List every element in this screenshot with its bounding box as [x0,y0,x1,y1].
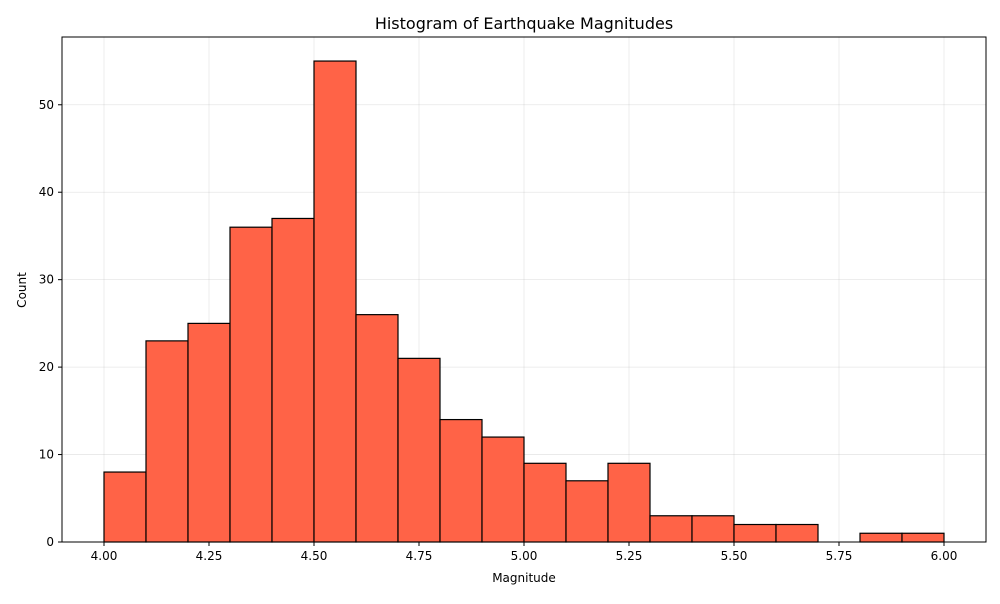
histogram-bar [145,340,189,543]
x-axis-label: Magnitude [492,571,556,585]
y-tick-label: 40 [39,185,54,199]
histogram-bar [565,480,609,543]
histogram-bar [607,462,651,543]
x-axis-ticks: 4.00 4.25 4.50 4.75 5.00 5.25 5.50 5.75 6.00 [91,542,958,563]
x-tick-label: 5.75 [826,549,853,563]
histogram-bar [439,418,483,543]
histogram-bar [901,532,945,543]
x-tick-label: 5.50 [721,549,748,563]
x-tick-label: 4.50 [301,549,328,563]
x-tick-label: 4.75 [406,549,433,563]
histogram-bar [355,314,399,543]
y-tick-label: 30 [39,273,54,287]
y-axis-ticks: 0 10 20 30 40 50 [39,98,62,549]
y-tick-label: 50 [39,98,54,112]
y-tick-label: 20 [39,360,54,374]
y-tick-label: 0 [46,535,54,549]
histogram-bar [733,523,777,543]
x-tick-label: 4.25 [196,549,223,563]
histogram-bar [523,462,567,543]
histogram-bar [313,60,357,543]
histogram-bar [187,322,231,543]
histogram-bar [271,217,315,543]
histogram-bar [859,532,903,543]
histogram-bar [691,515,735,543]
histogram-bar [649,515,693,543]
x-tick-label: 4.00 [91,549,118,563]
chart-title: Histogram of Earthquake Magnitudes [375,14,673,33]
y-axis-label: Count [15,272,29,308]
histogram-bar [103,471,147,543]
x-tick-label: 6.00 [931,549,958,563]
histogram-bar [775,523,819,543]
histogram-bar [481,436,525,543]
x-tick-label: 5.00 [511,549,538,563]
x-tick-label: 5.25 [616,549,643,563]
histogram-bars [103,60,945,543]
y-tick-label: 10 [39,448,54,462]
histogram-bar [397,357,441,543]
histogram-bar [229,226,273,543]
